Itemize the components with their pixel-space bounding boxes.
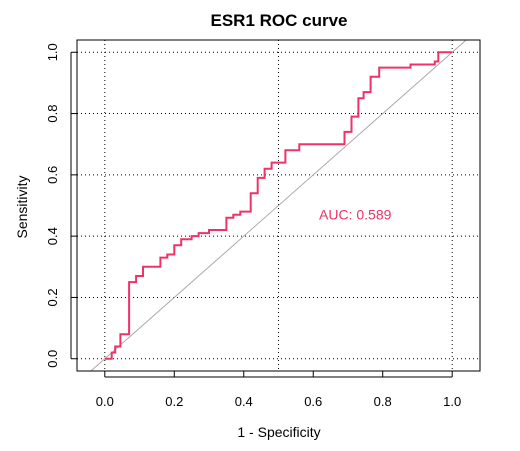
y-tick-label: 0.4 — [45, 227, 60, 245]
y-tick-label: 0.8 — [45, 105, 60, 123]
x-tick-label: 1.0 — [443, 394, 461, 409]
diagonal-line — [90, 39, 467, 372]
plot-frame — [76, 39, 481, 372]
diagonal-reference — [90, 39, 467, 372]
x-axis-ticks: 0.0 0.2 0.4 0.6 0.8 1.0 — [96, 371, 461, 409]
y-tick-label: 0.6 — [45, 166, 60, 184]
roc-curve-group — [104, 51, 453, 360]
y-axis-label: Sensitivity — [14, 175, 30, 238]
x-tick-label: 0.0 — [96, 394, 114, 409]
x-tick-label: 0.6 — [304, 394, 322, 409]
y-tick-label: 0.0 — [45, 350, 60, 368]
roc-curve-line — [104, 51, 453, 360]
auc-annotation: AUC: 0.589 — [319, 207, 392, 223]
y-axis-ticks: 0.0 0.2 0.4 0.6 0.8 1.0 — [45, 43, 77, 368]
x-axis-label: 1 - Specificity — [237, 424, 320, 440]
x-tick-label: 0.8 — [374, 394, 392, 409]
y-tick-label: 0.2 — [45, 288, 60, 306]
y-tick-label: 1.0 — [45, 43, 60, 61]
x-tick-label: 0.2 — [165, 394, 183, 409]
x-tick-label: 0.4 — [235, 394, 253, 409]
chart-title: ESR1 ROC curve — [211, 11, 348, 30]
